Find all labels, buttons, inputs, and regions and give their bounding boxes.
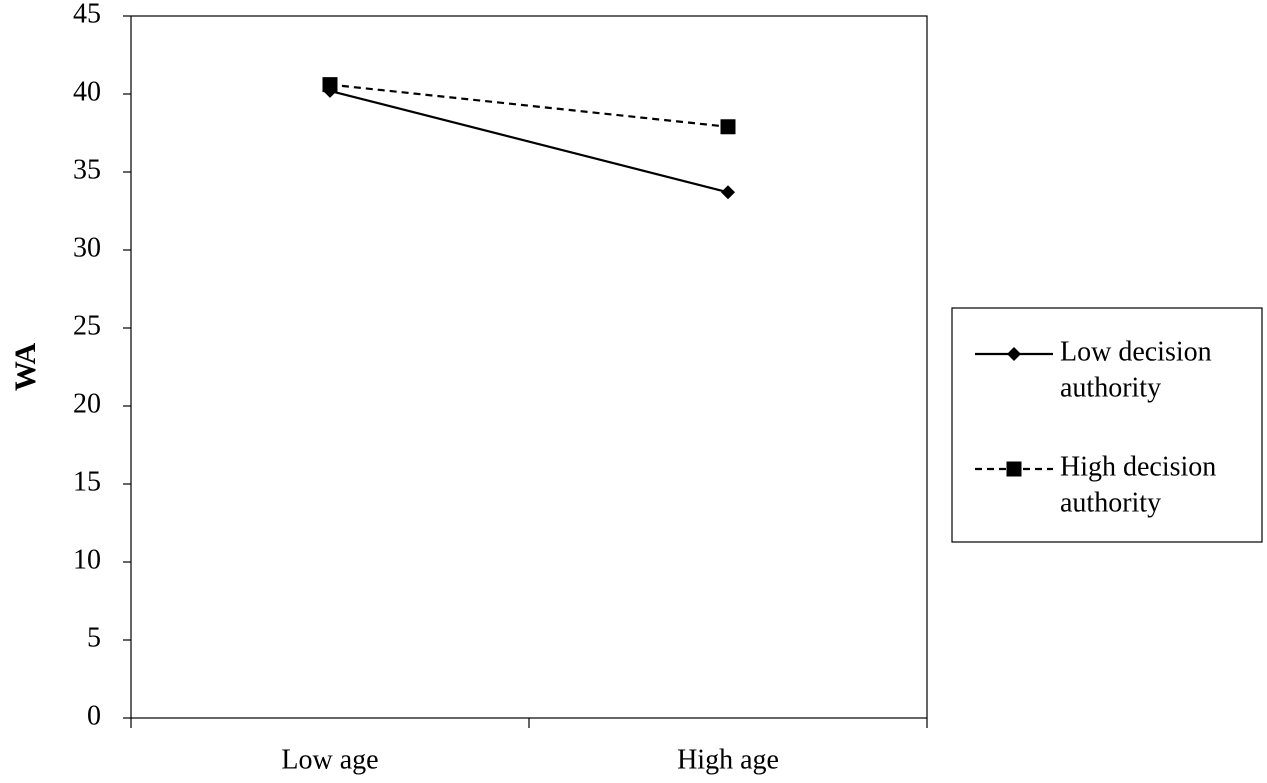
x-axis: Low age High age: [130, 718, 928, 775]
y-tick-label: 25: [73, 310, 101, 341]
y-tick-label: 30: [73, 232, 101, 263]
plot-area-border: [130, 15, 928, 719]
series-1: [323, 83, 735, 200]
y-tick-label: 20: [73, 388, 101, 419]
legend-box: [951, 307, 1263, 543]
legend: Low decision authority High decision author…: [951, 307, 1263, 543]
data-point-marker: [720, 119, 736, 135]
legend-entry: High decision authority: [975, 451, 1216, 518]
y-axis-title: WA: [9, 342, 42, 391]
series-group: [322, 77, 736, 200]
y-tick-label: 10: [73, 544, 101, 575]
y-tick-label: 40: [73, 76, 101, 107]
legend-entry: Low decision authority: [975, 336, 1212, 403]
series-2: [322, 77, 736, 135]
legend-label: authority: [1060, 372, 1161, 403]
legend-swatch-marker: [1007, 347, 1021, 361]
y-tick-label: 5: [87, 622, 101, 653]
legend-swatch-marker: [1006, 461, 1022, 477]
x-tick-label: Low age: [281, 744, 378, 775]
y-tick-label: 15: [73, 466, 101, 497]
data-point-marker: [721, 185, 735, 200]
legend-label: Low decision: [1060, 336, 1212, 367]
data-point-marker: [322, 77, 338, 93]
series-line: [329, 83, 729, 128]
series-line: [329, 89, 729, 194]
y-tick-label: 45: [73, 0, 101, 29]
legend-label: High decision: [1060, 451, 1216, 482]
x-tick-label: High age: [677, 744, 779, 775]
legend-label: authority: [1060, 487, 1161, 518]
y-axis: 0 5 10 15 20 25 30 35 40 45: [73, 0, 131, 731]
y-tick-label: 0: [87, 700, 101, 731]
y-tick-label: 35: [73, 154, 101, 185]
